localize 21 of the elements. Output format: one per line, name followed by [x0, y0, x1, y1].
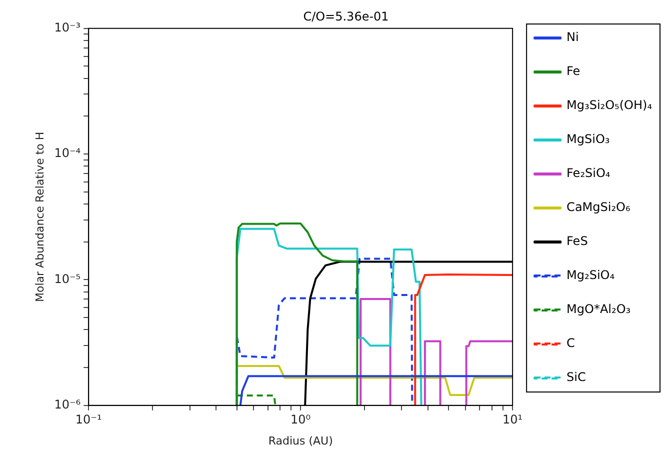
legend-label: Ni: [566, 30, 579, 44]
y-tick-label: 10⁻³: [54, 20, 81, 35]
x-axis-title: Radius (AU): [268, 434, 333, 448]
x-tick-label: 10¹: [502, 412, 523, 427]
legend-label: Fe₂SiO₄: [566, 166, 610, 180]
y-axis-title: Molar Abundance Relative to H: [33, 132, 46, 302]
y-tick-label: 10⁻⁴: [54, 146, 81, 160]
legend-label: Mg₂SiO₄: [566, 268, 615, 282]
y-tick-label: 10⁻⁶: [54, 398, 81, 412]
y-tick-label: 10⁻⁵: [54, 272, 81, 286]
legend-label: Mg₃Si₂O₅(OH)₄: [566, 98, 652, 112]
legend-label: SiC: [566, 370, 586, 384]
chart-title: C/O=5.36e-01: [303, 9, 389, 24]
legend-label: Fe: [566, 64, 580, 78]
legend-label: MgSiO₃: [566, 132, 610, 146]
legend-label: C: [566, 336, 575, 350]
legend-label: MgO*Al₂O₃: [566, 302, 631, 316]
legend-label: FeS: [566, 234, 588, 248]
x-tick-label: 10⁰: [290, 412, 311, 427]
legend-label: CaMgSi₂O₆: [566, 200, 630, 214]
x-tick-label: 10⁻¹: [75, 412, 102, 427]
